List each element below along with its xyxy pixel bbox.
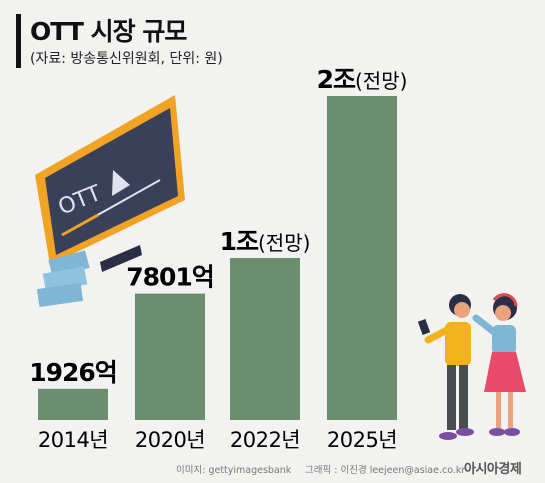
woman1-leg-right — [459, 365, 468, 430]
woman2-arm — [472, 314, 498, 336]
bar-2022 — [230, 258, 300, 420]
tv-illustration: OTT — [35, 95, 185, 272]
woman1-arm — [424, 326, 451, 344]
bar-group — [38, 96, 397, 420]
woman1-shirt — [445, 322, 471, 366]
chart-subtitle: (자료: 방송통신위원회, 단위: 원) — [30, 51, 223, 67]
x-tick-label-2020: 2020년 — [135, 428, 205, 452]
woman2-leg-left — [496, 392, 501, 428]
woman1-face — [454, 302, 470, 318]
play-icon — [112, 170, 130, 196]
money-bill — [48, 250, 90, 278]
woman1-shoe — [439, 432, 457, 440]
value-label-main: 1조 — [220, 227, 259, 256]
money-stack-illustration — [36, 250, 90, 307]
progress-fill — [61, 213, 99, 237]
x-tick-label-group: 2014년 2020년 2022년 2025년 — [38, 428, 398, 452]
women-illustration — [417, 293, 526, 440]
value-label-main: 7801억 — [126, 263, 214, 292]
value-label-group: 1926억 7801억 1조(전망) 2조(전망) — [29, 65, 407, 387]
x-tick-label-2014: 2014년 — [38, 428, 108, 452]
woman1-leg-left — [447, 365, 456, 430]
chart-title: OTT 시장 규모 — [30, 17, 187, 46]
value-label-2014: 1926억 — [29, 358, 117, 387]
bar-2025 — [327, 96, 397, 420]
value-label-2022: 1조(전망) — [220, 227, 311, 256]
graphic-credit: 그래픽 : 이진경 leejeen@asiae.co.kr — [305, 465, 466, 476]
publisher-logo: 아시아경제 — [464, 462, 522, 477]
woman1-shoe — [456, 428, 474, 436]
x-tick-label-2022: 2022년 — [230, 428, 300, 452]
woman2-shoe — [504, 428, 520, 436]
phone-icon — [417, 319, 431, 335]
title-accent-bar — [16, 14, 21, 68]
bar-2020 — [135, 293, 205, 420]
x-tick-label-2025: 2025년 — [327, 428, 397, 452]
headphones-icon — [492, 293, 518, 307]
tv-stand — [100, 245, 142, 272]
value-label-note: (전망) — [258, 231, 310, 255]
woman2-leg-right — [508, 392, 513, 428]
image-credit: 이미지: gettyimagesbank — [176, 465, 292, 476]
value-label-main: 2조 — [317, 65, 356, 94]
value-label-2020: 7801억 — [126, 263, 214, 292]
woman2-face — [495, 305, 511, 321]
money-bill — [36, 283, 84, 307]
woman2-shirt — [492, 325, 516, 355]
value-label-main: 1926억 — [29, 358, 117, 387]
woman2-shoe — [489, 428, 505, 436]
woman2-skirt — [484, 352, 526, 392]
bar-2014 — [38, 388, 108, 420]
value-label-2025: 2조(전망) — [317, 65, 408, 94]
value-label-note: (전망) — [355, 69, 407, 93]
tv-screen — [45, 108, 178, 255]
